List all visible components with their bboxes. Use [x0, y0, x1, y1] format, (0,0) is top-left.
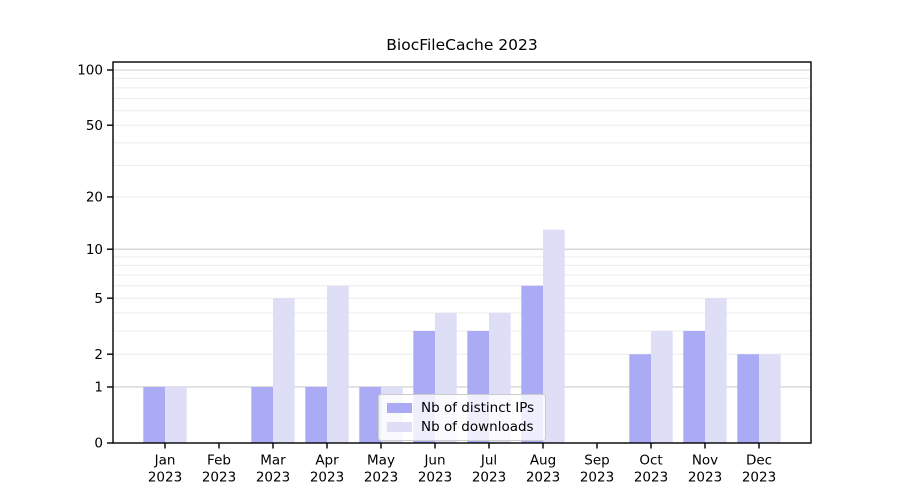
x-tick-label-month-may: May — [367, 453, 395, 469]
x-tick-label-year-oct: 2023 — [634, 470, 668, 486]
bar-nb-of-downloads-oct-2023 — [651, 330, 673, 443]
legend-label-downloads: Nb of downloads — [421, 419, 534, 435]
bar-nb-of-distinct-ips-jan-2023 — [143, 386, 165, 443]
x-tick-label-year-apr: 2023 — [310, 470, 344, 486]
x-tick-label-month-jun: Jun — [423, 453, 445, 469]
bar-nb-of-downloads-apr-2023 — [327, 285, 349, 443]
x-tick-label-month-apr: Apr — [315, 453, 339, 469]
x-tick-label-month-feb: Feb — [207, 453, 231, 469]
x-tick-label-year-sep: 2023 — [580, 470, 614, 486]
x-tick-label-year-nov: 2023 — [688, 470, 722, 486]
bar-nb-of-downloads-dec-2023 — [759, 354, 781, 443]
legend-item-distinct-ips: Nb of distinct IPs — [387, 400, 534, 416]
x-tick-label-year-may: 2023 — [364, 470, 398, 486]
bar-nb-of-distinct-ips-oct-2023 — [629, 354, 651, 443]
x-tick-label-month-oct: Oct — [639, 453, 662, 469]
y-tick-label-50: 50 — [86, 118, 103, 134]
x-tick-label-month-nov: Nov — [692, 453, 718, 469]
y-tick-label-0: 0 — [94, 436, 103, 452]
x-tick-label-month-dec: Dec — [746, 453, 772, 469]
x-tick-label-year-dec: 2023 — [742, 470, 776, 486]
x-tick-label-month-sep: Sep — [584, 453, 609, 469]
bar-nb-of-downloads-mar-2023 — [273, 298, 295, 443]
x-tick-label-month-jan: Jan — [154, 453, 176, 469]
y-tick-label-2: 2 — [94, 347, 103, 363]
bar-nb-of-distinct-ips-may-2023 — [359, 386, 381, 443]
x-tick-label-year-aug: 2023 — [526, 470, 560, 486]
y-tick-label-1: 1 — [94, 380, 103, 396]
x-tick-label-year-jan: 2023 — [148, 470, 182, 486]
bar-nb-of-downloads-aug-2023 — [543, 229, 565, 443]
x-tick-label-year-mar: 2023 — [256, 470, 290, 486]
y-tick-label-100: 100 — [77, 63, 103, 79]
x-tick-label-month-mar: Mar — [260, 453, 286, 469]
legend-swatch-distinct-ips — [387, 403, 412, 413]
bar-nb-of-downloads-nov-2023 — [705, 298, 727, 443]
legend: Nb of distinct IPs Nb of downloads — [378, 394, 547, 441]
bar-nb-of-distinct-ips-dec-2023 — [737, 354, 759, 443]
bar-nb-of-distinct-ips-nov-2023 — [683, 330, 705, 443]
x-tick-label-month-aug: Aug — [530, 453, 556, 469]
y-tick-label-20: 20 — [86, 190, 103, 206]
y-tick-label-5: 5 — [94, 291, 103, 307]
bar-nb-of-downloads-jan-2023 — [165, 386, 187, 443]
x-tick-label-month-jul: Jul — [480, 453, 497, 469]
legend-swatch-downloads — [387, 422, 412, 432]
x-tick-label-year-jul: 2023 — [472, 470, 506, 486]
bar-nb-of-distinct-ips-mar-2023 — [251, 386, 273, 443]
x-tick-label-year-feb: 2023 — [202, 470, 236, 486]
plot-frame — [112, 61, 812, 444]
legend-label-distinct-ips: Nb of distinct IPs — [421, 400, 535, 416]
y-tick-label-10: 10 — [86, 242, 103, 258]
legend-item-downloads: Nb of downloads — [387, 419, 534, 435]
x-tick-label-year-jun: 2023 — [418, 470, 452, 486]
bar-nb-of-distinct-ips-apr-2023 — [305, 386, 327, 443]
chart-title: BiocFileCache 2023 — [386, 36, 538, 54]
